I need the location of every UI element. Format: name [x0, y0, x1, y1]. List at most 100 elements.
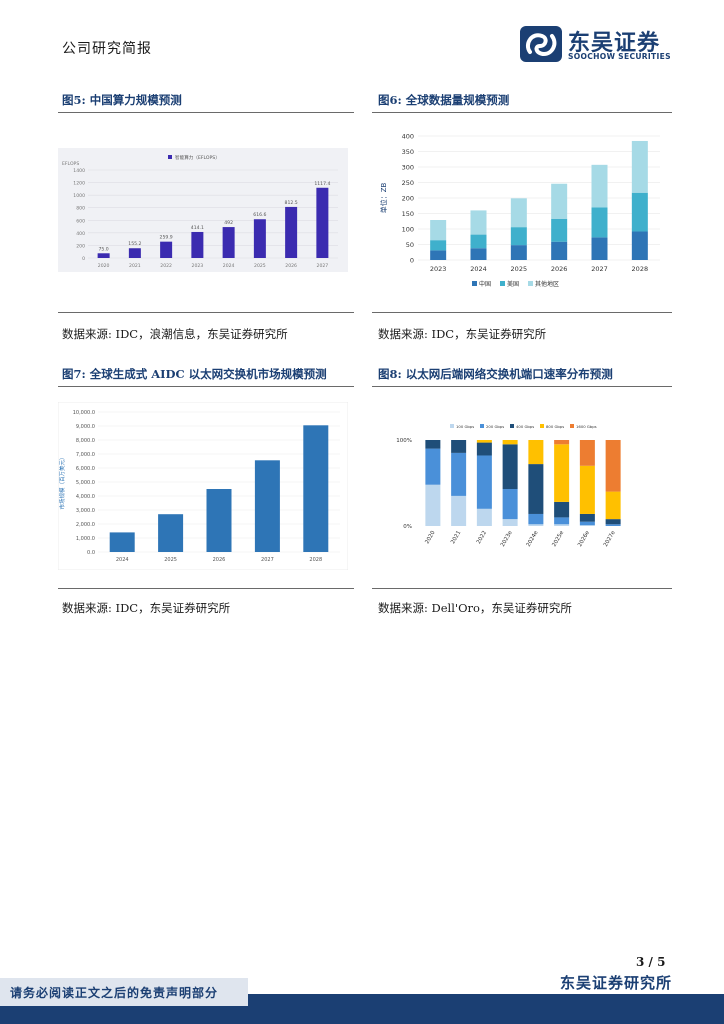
x-tick-label: 2023	[192, 263, 204, 269]
bar-value-label: 414.1	[191, 225, 204, 231]
bar-segment	[476, 442, 492, 456]
bar	[285, 206, 298, 258]
legend-label: 美国	[507, 280, 519, 288]
y-tick-label: 5,000.0	[76, 480, 95, 486]
y-tick-label: 1,000.0	[76, 536, 95, 542]
bar-segment	[502, 519, 518, 526]
chart-global-data-volume: 0 50 100 150 200 250 300 350 400 单位：ZB 2023 2024 202…	[379, 133, 660, 288]
figure-8-source: 数据来源: Dell'Oro，东吴证券研究所	[378, 601, 572, 615]
x-tick-label: 2025	[254, 263, 266, 269]
figure-7-title: 图7: 全球生成式 AIDC 以太网交换机市场规模预测	[62, 367, 327, 381]
x-tick-label: 2024e	[526, 529, 540, 548]
figure-6-source: 数据来源: IDC，东吴证券研究所	[378, 327, 547, 341]
bar-segment	[591, 164, 608, 208]
y-tick-label: 200	[76, 243, 85, 249]
bar-segment	[476, 440, 492, 443]
legend-label: 400 Gbps	[516, 424, 534, 429]
x-tick-label: 2027e	[603, 529, 617, 548]
logo-text-en: SOOCHOW SECURITIES	[568, 52, 671, 61]
divider	[372, 386, 672, 387]
bar	[316, 187, 329, 258]
y-tick-label: 2,000.0	[76, 522, 95, 528]
bar	[191, 231, 204, 258]
y-tick-label: 6,000.0	[76, 466, 95, 472]
logo-mark-icon	[520, 26, 562, 62]
bar-segment	[451, 452, 467, 496]
bar-segment	[476, 508, 492, 526]
bar-segment	[502, 440, 518, 445]
legend-label: 200 Gbps	[486, 424, 504, 429]
bar-segment	[591, 207, 608, 238]
chart-frame	[58, 402, 348, 570]
bar-segment	[579, 521, 595, 526]
legend-swatch	[528, 281, 533, 286]
bar-segment	[579, 465, 595, 514]
bar-segment	[451, 440, 467, 453]
x-tick-label: 2023	[430, 265, 447, 273]
bar-segment	[430, 250, 447, 260]
x-tick-label: 2025e	[551, 529, 565, 548]
bar-segment	[554, 501, 570, 518]
figure-5-source: 数据来源: IDC，浪潮信息，东吴证券研究所	[62, 327, 288, 341]
x-tick-label: 2026	[213, 557, 226, 563]
legend-label: 其他地区	[535, 280, 559, 288]
bar	[160, 241, 173, 258]
bar	[253, 219, 266, 258]
bar-segment	[554, 440, 570, 445]
figure-5-title: 图5: 中国算力规模预测	[62, 93, 182, 107]
y-tick-label: 200	[402, 195, 414, 203]
divider	[58, 386, 354, 387]
x-tick-label: 2027	[591, 265, 608, 273]
x-tick-label: 2026	[285, 263, 297, 269]
report-type: 公司研究简报	[62, 41, 152, 57]
chart-aidc-ethernet-switch: 0.0 1,000.0 2,000.0 3,000.0 4,000.0 5,000.0 6,…	[58, 402, 348, 570]
disclaimer-box: 请务必阅读正文之后的免责声明部分	[0, 978, 248, 1006]
bar-value-label: 492	[224, 220, 233, 226]
legend-swatch	[570, 424, 574, 428]
x-tick-label: 2026	[551, 265, 568, 273]
legend-swatch	[480, 424, 484, 428]
x-tick-label: 2028	[309, 557, 322, 563]
bar-segment	[605, 491, 621, 520]
bar-segment	[528, 524, 544, 526]
divider	[372, 112, 672, 113]
x-tick-label: 2020	[424, 530, 436, 546]
bar	[254, 460, 280, 552]
bar-segment	[554, 517, 570, 525]
legend-label: 智能算力（EFLOPS）	[175, 154, 220, 161]
y-axis-label: 单位：ZB	[379, 183, 388, 214]
legend-label: 100 Gbps	[456, 424, 474, 429]
x-tick-label: 2022	[476, 530, 488, 545]
figure-6-title: 图6: 全球数据量规模预测	[378, 93, 510, 107]
legend-swatch	[472, 281, 477, 286]
y-tick-label: 100%	[396, 438, 412, 444]
bar-value-label: 1117.4	[314, 181, 330, 187]
divider	[58, 588, 354, 589]
bar-segment	[425, 484, 441, 526]
disclaimer-text: 请务必阅读正文之后的免责声明部分	[10, 986, 219, 1000]
y-tick-label: 0	[82, 256, 85, 262]
page-number: 3 / 5	[636, 955, 666, 969]
y-axis-unit: EFLOPS	[62, 161, 79, 167]
x-tick-label: 2025	[164, 557, 177, 563]
legend-swatch	[500, 281, 505, 286]
bar	[303, 425, 329, 552]
legend-label: 中国	[479, 280, 491, 288]
legend-swatch	[450, 424, 454, 428]
y-tick-label: 350	[402, 148, 414, 156]
bar-value-label: 155.2	[128, 241, 141, 247]
bar-segment	[551, 183, 568, 219]
bar-segment	[502, 489, 518, 520]
y-axis-label: 市场规模（百万美元）	[58, 454, 66, 509]
y-tick-label: 1400	[73, 168, 85, 174]
bar-segment	[451, 495, 467, 526]
y-tick-label: 3,000.0	[76, 508, 95, 514]
bar	[206, 489, 232, 552]
y-tick-label: 4,000.0	[76, 494, 95, 500]
y-tick-label: 150	[402, 210, 414, 218]
divider	[372, 312, 672, 313]
y-tick-label: 300	[402, 164, 414, 172]
bar-segment	[430, 240, 447, 251]
y-tick-label: 400	[76, 231, 85, 237]
bar-segment	[551, 218, 568, 242]
